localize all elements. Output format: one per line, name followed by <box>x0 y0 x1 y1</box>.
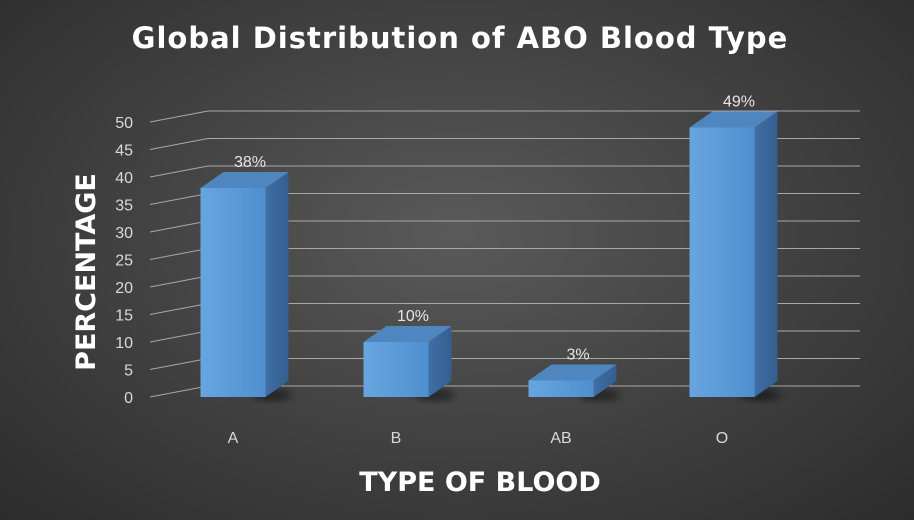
bar-b: 10% <box>363 308 455 401</box>
bar-side-face <box>265 172 289 397</box>
y-tick-label: 40 <box>115 170 133 187</box>
y-tick-label: 0 <box>124 390 133 407</box>
bar-top-face <box>200 172 289 188</box>
bar-side-face <box>428 326 452 397</box>
y-tick-label: 10 <box>115 335 133 352</box>
chart-title: Global Distribution of ABO Blood Type <box>132 21 789 55</box>
y-tick-label: 35 <box>115 198 133 215</box>
bar-side-face <box>593 364 617 397</box>
bar-front-face <box>689 127 755 397</box>
data-label: 49% <box>723 94 755 111</box>
x-axis-ticks: A B AB O <box>228 430 729 447</box>
bar-ab: 3% <box>528 347 620 401</box>
x-tick-label: O <box>716 430 728 447</box>
bar-side-face <box>754 111 778 397</box>
bar-o: 49% <box>689 94 781 401</box>
x-axis-title: TYPE OF BLOOD <box>359 467 601 498</box>
gridline-depth <box>149 165 209 178</box>
x-tick-label: B <box>391 430 402 447</box>
bar-top-face <box>528 364 617 381</box>
bars: 38% 10% 3% 49% <box>200 94 781 401</box>
gridline-depth <box>149 138 209 150</box>
bar-front-face <box>200 188 266 397</box>
data-label: 3% <box>566 347 589 364</box>
bar-a: 38% <box>200 154 292 401</box>
y-tick-label: 45 <box>115 143 133 160</box>
bar-front-face <box>528 380 594 397</box>
data-label: 38% <box>234 154 266 171</box>
bar-front-face <box>363 342 429 397</box>
gridline-depth <box>149 303 209 315</box>
y-tick-label: 30 <box>115 225 133 242</box>
y-tick-label: 5 <box>124 363 133 380</box>
bar-top-face <box>689 111 778 128</box>
y-tick-label: 20 <box>115 280 133 297</box>
x-tick-label: A <box>228 430 239 447</box>
y-axis-title: PERCENTAGE <box>71 173 102 371</box>
bar-top-face <box>363 326 452 342</box>
gridline-depth <box>149 330 209 343</box>
gridline-depth <box>149 248 209 260</box>
gridline-depth <box>149 110 209 123</box>
gridline-depth <box>149 358 209 370</box>
x-tick-label: AB <box>550 430 571 447</box>
y-tick-label: 15 <box>115 308 133 325</box>
data-label: 10% <box>397 308 429 325</box>
gridline-depth <box>149 275 209 288</box>
gridline-depth <box>149 220 209 233</box>
gridline-depth <box>149 385 209 398</box>
y-axis-ticks: 0 5 10 15 20 25 30 35 40 45 50 <box>115 115 133 407</box>
y-tick-label: 25 <box>115 253 133 270</box>
y-tick-label: 50 <box>115 115 133 132</box>
gridline-depth <box>149 193 209 205</box>
